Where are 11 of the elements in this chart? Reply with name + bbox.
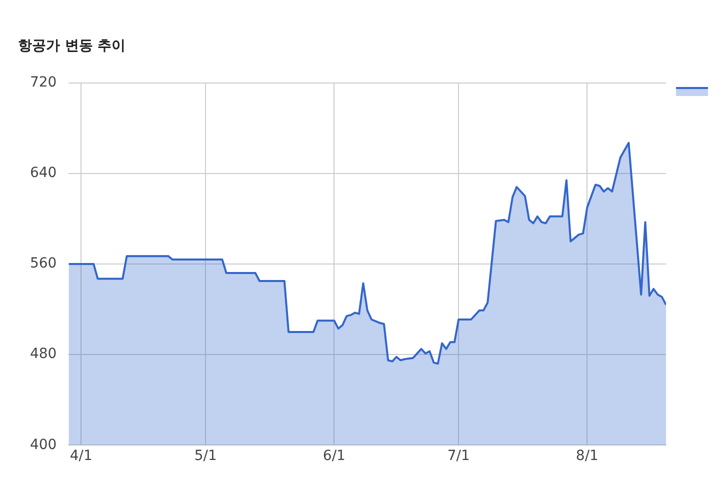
x-tick-label: 8/1: [576, 448, 598, 464]
y-tick-label: 560: [30, 256, 57, 272]
x-tick-label: 4/1: [70, 448, 92, 464]
y-tick-label: 400: [30, 436, 57, 453]
x-tick-label: 7/1: [447, 448, 470, 464]
y-tick-label: 720: [30, 74, 57, 90]
x-tick-label: 6/1: [322, 448, 346, 464]
chart-title: 항공가 변동 추이: [18, 38, 126, 54]
y-tick-label: 640: [30, 165, 57, 182]
x-tick-label: 5/1: [194, 448, 217, 464]
y-tick-label: 480: [30, 346, 57, 362]
